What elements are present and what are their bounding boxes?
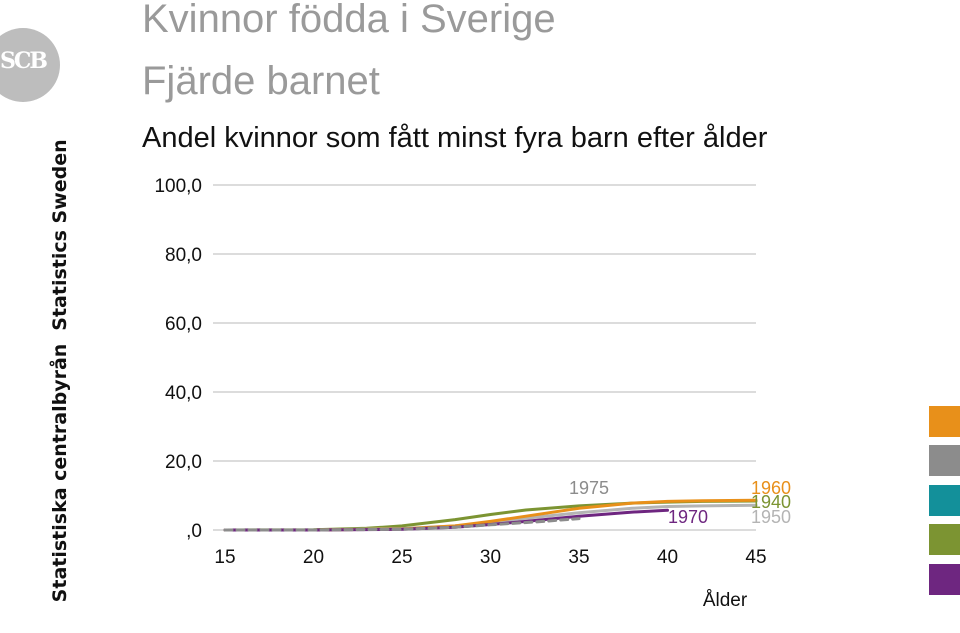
- color-swatch-orange: [929, 406, 960, 437]
- line-chart: ,0 20,0 40,0 60,0 80,0 100,0 15 20 25 30 35 40 45 Åld…: [154, 176, 791, 609]
- series-label-1970: 1970: [668, 507, 708, 527]
- series-label-1975: 1975: [569, 478, 609, 498]
- y-tick-label: 80,0: [165, 245, 202, 266]
- x-tick-label: 25: [391, 547, 412, 568]
- y-tick-label: 20,0: [165, 452, 202, 473]
- x-tick-label: 40: [657, 547, 678, 568]
- color-swatch-teal: [929, 485, 960, 516]
- x-tick-label: 30: [480, 547, 501, 568]
- x-tick-label: 20: [303, 547, 324, 568]
- chart-title: Andel kvinnor som fått minst fyra barn e…: [142, 122, 768, 154]
- scb-logo: [0, 28, 60, 102]
- page-title: Kvinnor födda i Sverige: [142, 0, 556, 41]
- series-label-1960: 1960: [751, 478, 791, 498]
- page-subtitle: Fjärde barnet: [142, 59, 380, 103]
- x-axis-label: Ålder: [703, 590, 748, 609]
- scb-logo-text: SCB: [0, 48, 48, 74]
- y-tick-label: 100,0: [154, 176, 202, 197]
- series-label-1940: 1940: [751, 492, 791, 512]
- y-tick-label: ,0: [186, 521, 202, 542]
- series-line-1975: [223, 517, 581, 532]
- color-swatch-purple: [929, 564, 960, 595]
- color-swatch-gray: [929, 445, 960, 476]
- y-tick-label: 40,0: [165, 383, 202, 404]
- y-tick-label: 60,0: [165, 314, 202, 335]
- x-tick-label: 35: [568, 547, 589, 568]
- x-tick-label: 15: [214, 547, 235, 568]
- x-tick-label: 45: [745, 547, 766, 568]
- color-swatch-green: [929, 524, 960, 555]
- series-label-1950: 1950: [751, 507, 791, 527]
